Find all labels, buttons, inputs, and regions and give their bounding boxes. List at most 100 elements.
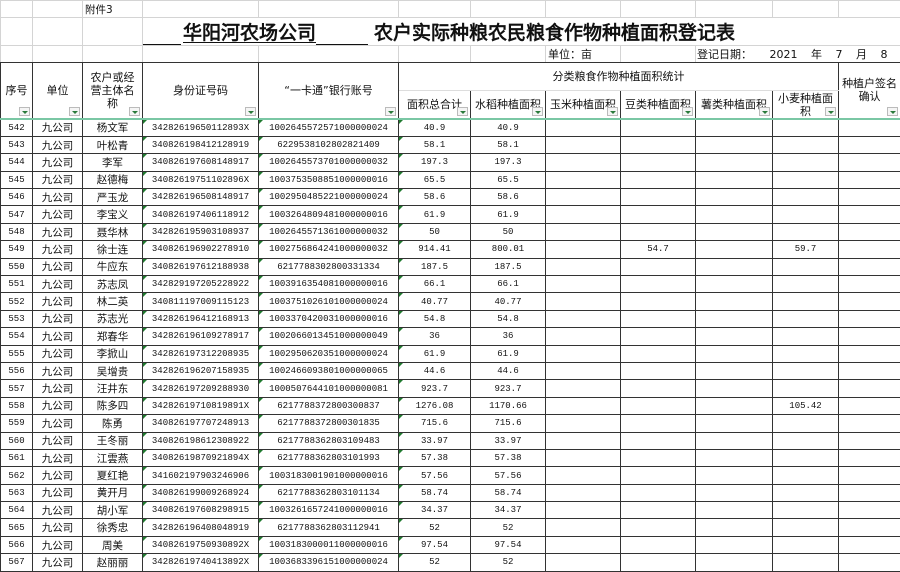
cell-signature[interactable] xyxy=(839,554,900,571)
cell-rice-area[interactable]: 58.74 xyxy=(471,484,546,501)
cell-seq[interactable]: 551 xyxy=(1,276,33,293)
cell-bank-account[interactable]: 6217788372800300837 xyxy=(259,397,399,414)
cell-tubers-area[interactable] xyxy=(696,397,773,414)
cell-corn-area[interactable] xyxy=(546,467,621,484)
cell-beans-area[interactable] xyxy=(621,189,696,206)
cell-name[interactable]: 胡小军 xyxy=(83,502,143,519)
filter-dropdown-icon[interactable] xyxy=(682,107,693,116)
cell-beans-area[interactable] xyxy=(621,449,696,466)
cell-id-number[interactable]: 340826197406118912 xyxy=(143,206,259,223)
cell-unit[interactable]: 九公司 xyxy=(33,519,83,536)
cell-corn-area[interactable] xyxy=(546,345,621,362)
cell-unit[interactable]: 九公司 xyxy=(33,397,83,414)
cell-signature[interactable] xyxy=(839,276,900,293)
cell-wheat-area[interactable] xyxy=(773,484,839,501)
cell-wheat-area[interactable] xyxy=(773,293,839,310)
cell-beans-area[interactable] xyxy=(621,554,696,571)
cell-beans-area[interactable] xyxy=(621,154,696,171)
cell-bank-account[interactable]: 1002950620351000000024 xyxy=(259,345,399,362)
cell-bank-account[interactable]: 6217788362803101993 xyxy=(259,449,399,466)
header-beans[interactable]: 豆类种植面积 xyxy=(621,91,696,119)
cell-signature[interactable] xyxy=(839,241,900,258)
cell-id-number[interactable]: 342826196412168913 xyxy=(143,310,259,327)
cell-signature[interactable] xyxy=(839,397,900,414)
cell-id-number[interactable]: 34282619650112893X xyxy=(143,119,259,136)
cell-bank-account[interactable]: 6217788302800331334 xyxy=(259,258,399,275)
cell-id-number[interactable]: 342826196109278917 xyxy=(143,328,259,345)
cell-bank-account[interactable]: 1002645573701000000032 xyxy=(259,154,399,171)
header-unit[interactable]: 单位 xyxy=(33,63,83,119)
cell-wheat-area[interactable] xyxy=(773,380,839,397)
cell-bank-account[interactable]: 1002645572571000000024 xyxy=(259,119,399,136)
filter-dropdown-icon[interactable] xyxy=(69,107,80,116)
cell-seq[interactable]: 545 xyxy=(1,171,33,188)
cell-name[interactable]: 李掀山 xyxy=(83,345,143,362)
cell-seq[interactable]: 564 xyxy=(1,502,33,519)
cell-wheat-area[interactable] xyxy=(773,206,839,223)
cell-tubers-area[interactable] xyxy=(696,293,773,310)
cell-total-area[interactable]: 57.38 xyxy=(399,449,471,466)
cell-seq[interactable]: 566 xyxy=(1,536,33,553)
cell-signature[interactable] xyxy=(839,171,900,188)
cell-corn-area[interactable] xyxy=(546,258,621,275)
cell-name[interactable]: 徐秀忠 xyxy=(83,519,143,536)
cell-rice-area[interactable]: 44.6 xyxy=(471,362,546,379)
cell-rice-area[interactable]: 50 xyxy=(471,223,546,240)
header-group[interactable]: 分类粮食作物种植面积统计 xyxy=(399,63,839,91)
cell-tubers-area[interactable] xyxy=(696,276,773,293)
cell-tubers-area[interactable] xyxy=(696,119,773,136)
cell-bank-account[interactable]: 1002950485221000000024 xyxy=(259,189,399,206)
cell-corn-area[interactable] xyxy=(546,536,621,553)
cell-unit[interactable]: 九公司 xyxy=(33,136,83,153)
filter-dropdown-icon[interactable] xyxy=(607,107,618,116)
header-rice[interactable]: 水稻种植面积 xyxy=(471,91,546,119)
cell-rice-area[interactable]: 65.5 xyxy=(471,171,546,188)
cell-name[interactable]: 聂华林 xyxy=(83,223,143,240)
cell-corn-area[interactable] xyxy=(546,119,621,136)
cell-beans-area[interactable] xyxy=(621,328,696,345)
cell-total-area[interactable]: 197.3 xyxy=(399,154,471,171)
cell-unit[interactable]: 九公司 xyxy=(33,484,83,501)
cell-total-area[interactable]: 44.6 xyxy=(399,362,471,379)
cell-beans-area[interactable] xyxy=(621,223,696,240)
filter-dropdown-icon[interactable] xyxy=(532,107,543,116)
cell-seq[interactable]: 548 xyxy=(1,223,33,240)
cell-wheat-area[interactable] xyxy=(773,276,839,293)
cell-bank-account[interactable]: 1003753508851000000016 xyxy=(259,171,399,188)
cell-seq[interactable]: 547 xyxy=(1,206,33,223)
cell-wheat-area[interactable] xyxy=(773,536,839,553)
cell-id-number[interactable]: 342829197205228922 xyxy=(143,276,259,293)
cell-id-number[interactable]: 340826197608298915 xyxy=(143,502,259,519)
cell-id-number[interactable]: 342826196508148917 xyxy=(143,189,259,206)
cell-rice-area[interactable]: 40.77 xyxy=(471,293,546,310)
cell-corn-area[interactable] xyxy=(546,484,621,501)
cell-seq[interactable]: 550 xyxy=(1,258,33,275)
cell-tubers-area[interactable] xyxy=(696,362,773,379)
cell-name[interactable]: 汪井东 xyxy=(83,380,143,397)
cell-unit[interactable]: 九公司 xyxy=(33,467,83,484)
header-bank[interactable]: “一卡通”银行账号 xyxy=(259,63,399,119)
cell-corn-area[interactable] xyxy=(546,154,621,171)
cell-unit[interactable]: 九公司 xyxy=(33,189,83,206)
cell-rice-area[interactable]: 34.37 xyxy=(471,502,546,519)
cell-wheat-area[interactable] xyxy=(773,432,839,449)
cell-rice-area[interactable]: 197.3 xyxy=(471,154,546,171)
cell-bank-account[interactable]: 1002066013451000000049 xyxy=(259,328,399,345)
cell-signature[interactable] xyxy=(839,484,900,501)
cell-signature[interactable] xyxy=(839,345,900,362)
cell-beans-area[interactable] xyxy=(621,171,696,188)
cell-unit[interactable]: 九公司 xyxy=(33,536,83,553)
cell-beans-area[interactable] xyxy=(621,432,696,449)
cell-bank-account[interactable]: 1003183000011000000016 xyxy=(259,536,399,553)
filter-dropdown-icon[interactable] xyxy=(129,107,140,116)
cell-id-number[interactable]: 34082619751102896X xyxy=(143,171,259,188)
cell-name[interactable]: 严玉龙 xyxy=(83,189,143,206)
cell-seq[interactable]: 559 xyxy=(1,415,33,432)
cell-id-number[interactable]: 342826196207158935 xyxy=(143,362,259,379)
cell-unit[interactable]: 九公司 xyxy=(33,449,83,466)
cell-total-area[interactable]: 65.5 xyxy=(399,171,471,188)
cell-rice-area[interactable]: 800.01 xyxy=(471,241,546,258)
cell-corn-area[interactable] xyxy=(546,432,621,449)
cell-name[interactable]: 郑春华 xyxy=(83,328,143,345)
cell-signature[interactable] xyxy=(839,415,900,432)
